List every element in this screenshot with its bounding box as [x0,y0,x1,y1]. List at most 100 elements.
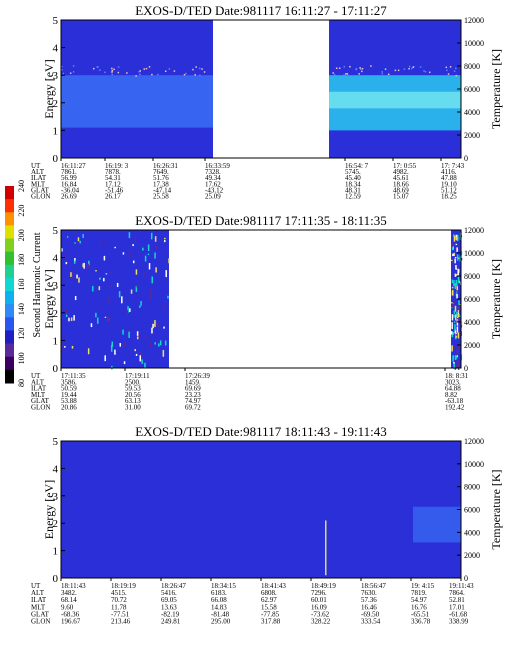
y-tick-label: 4 [53,43,59,55]
ephemeris-value: 1459. [185,378,201,386]
ephemeris-value: 20.56 [125,391,141,399]
speckle [61,248,63,252]
speckle [66,308,68,315]
speckle [103,277,105,282]
speckle [192,68,194,71]
ephemeris-value: 4515. [111,589,127,597]
ephemeris-value: 52.81 [449,596,465,604]
speckle [139,305,141,308]
speckle [459,315,461,318]
speckle [69,72,72,74]
ephemeris-value: 17.01 [449,603,465,611]
speckle [452,355,454,359]
ephemeris-value: 4982. [393,168,409,176]
speckle [453,280,455,287]
colorbar-swatch [5,212,14,226]
ephemeris-value: -69.50 [361,610,380,618]
ephemeris-value: 16.09 [311,603,327,611]
ephemeris-value: 51.76 [153,174,169,182]
speckle [199,74,201,77]
speckle [457,309,460,317]
y-right-tick-label: 8000 [464,483,480,492]
speckle [117,71,120,74]
ephemeris-value: 14.83 [211,603,227,611]
speckle [451,331,453,335]
speckle [460,264,463,271]
speckle [454,273,457,277]
speckle [387,73,390,76]
colorbar-swatch [5,304,14,318]
ephemeris-value: 13.63 [161,603,177,611]
y-tick-label: 5 [53,15,59,27]
speckle [83,262,85,269]
ephemeris-value: 3482. [61,589,77,597]
speckle [454,329,457,334]
speckle [130,289,133,294]
spectrogram-background [451,230,461,368]
panel-3: EXOS-D/TED Date:981117 18:11:43 - 19:11:… [31,424,503,626]
speckle [74,242,76,244]
ephemeris-row-label: GLAT [31,397,50,405]
colorbar-swatch [5,277,14,292]
speckle [455,362,457,369]
speckle [114,246,116,249]
ephemeris-value: 19:11:43 [449,582,474,590]
speckle [455,236,458,241]
speckle [455,280,458,286]
ephemeris-value: 333.54 [361,618,381,626]
y-right-tick-label: 12000 [464,437,484,446]
ephemeris-value: 18:49:19 [311,582,336,590]
speckle [457,268,459,276]
speckle [343,74,345,76]
colorbar-tick-label: 180 [17,254,26,266]
ephemeris-value: 196.67 [61,618,81,626]
speckle [456,365,459,367]
speckle [95,312,97,318]
speckle [359,67,361,69]
ephemeris-value: 7861. [61,168,77,176]
speckle [451,259,453,262]
speckle [111,73,114,76]
ephemeris-value: 25.58 [153,193,169,201]
y-tick-label: 2 [53,98,59,110]
colorbar-tick-label: 160 [17,279,26,291]
ephemeris-value: 16.46 [361,603,377,611]
speckle [456,348,458,356]
speckle [451,286,454,289]
speckle [110,283,113,288]
spectrogram-band [413,506,461,543]
y-right-tick-label: 2000 [464,551,480,560]
speckle [452,331,455,335]
ephemeris-value: 16:26:31 [153,162,178,170]
ephemeris-value: 63.13 [125,397,141,405]
ephemeris-value: 50.59 [61,385,77,393]
ephemeris-value: 23.23 [185,391,201,399]
y-tick-label: 1 [53,546,59,558]
speckle [453,321,456,323]
speckle [458,243,460,249]
speckle [451,314,454,321]
y-right-tick-label: 6000 [464,506,480,515]
speckle [453,235,456,242]
speckle [154,252,156,259]
ephemeris-value: 5745. [345,168,361,176]
ephemeris-value: 45.61 [393,174,409,182]
speckle [149,342,152,348]
speckle [128,232,131,239]
speckle [64,253,67,260]
speckle [381,72,384,75]
speckle [384,68,387,70]
colorbar-swatch [5,356,14,371]
ephemeris-value: 2500. [125,378,141,386]
speckle [154,323,157,328]
speckle [453,361,455,364]
ephemeris-value: 26.17 [105,193,121,201]
speckle [108,297,110,304]
colorbar-swatch [5,291,14,305]
speckle [457,234,459,242]
speckle [155,267,157,273]
y-right-tick-label: 2000 [464,131,480,140]
speckle [73,315,75,321]
speckle [138,251,141,254]
